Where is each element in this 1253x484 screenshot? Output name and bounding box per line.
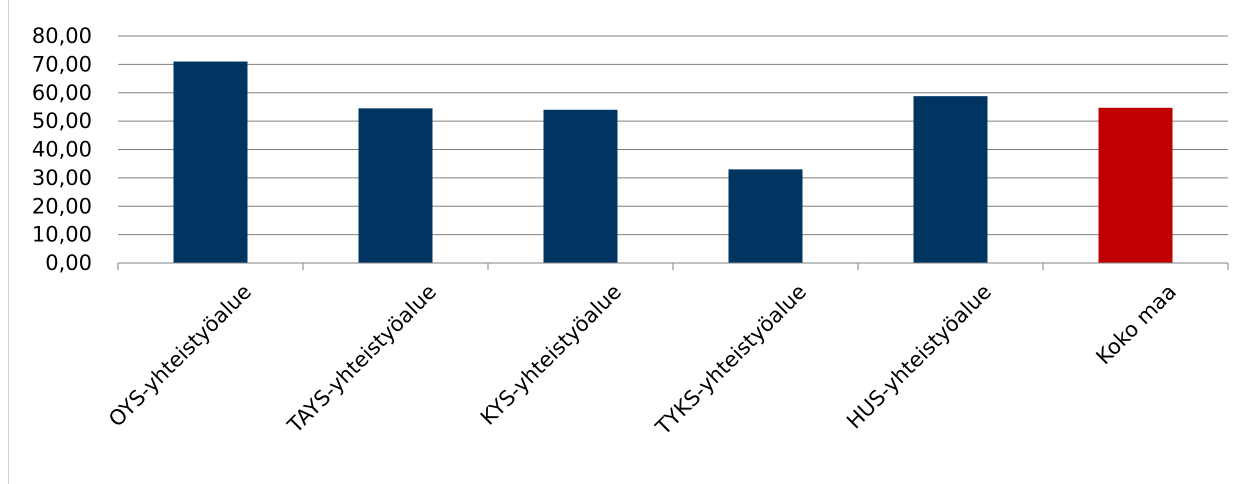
y-tick-label: 0,00: [45, 251, 92, 275]
bar: [173, 61, 248, 263]
axes: [117, 262, 1229, 270]
bars: [173, 61, 1173, 264]
y-tick-label: 60,00: [32, 81, 92, 105]
x-category-labels: OYS-yhteistyöalue TAYS-yhteistyöalue KYS-y…: [104, 280, 1181, 441]
bar: [358, 108, 433, 263]
y-tick-label: 20,00: [32, 194, 92, 218]
bar: [543, 109, 618, 264]
y-tick-label: 40,00: [32, 138, 92, 162]
x-category-label: KYS-yhteistyöalue: [476, 280, 626, 430]
y-tick-label: 10,00: [32, 223, 92, 247]
y-tick-label: 80,00: [32, 24, 92, 48]
y-tick-label: 50,00: [32, 109, 92, 133]
x-category-label: TAYS-yhteistyöalue: [282, 280, 441, 439]
x-category-label: HUS-yhteistyöalue: [842, 280, 996, 434]
y-tick-label: 30,00: [32, 166, 92, 190]
chart-frame: [8, 0, 1252, 484]
x-category-label: TYKS-yhteistyöalue: [650, 280, 811, 441]
y-tick-labels: 0,00 10,00 20,00 30,00 40,00 50,00 60,00 70,00 8…: [32, 24, 92, 275]
x-category-label: Koko maa: [1091, 280, 1181, 370]
bar: [728, 169, 803, 263]
gridlines: [118, 35, 1228, 236]
x-category-label: OYS-yhteistyöalue: [104, 280, 256, 432]
y-tick-label: 70,00: [32, 52, 92, 76]
bar: [1098, 107, 1173, 263]
bar: [913, 96, 988, 263]
